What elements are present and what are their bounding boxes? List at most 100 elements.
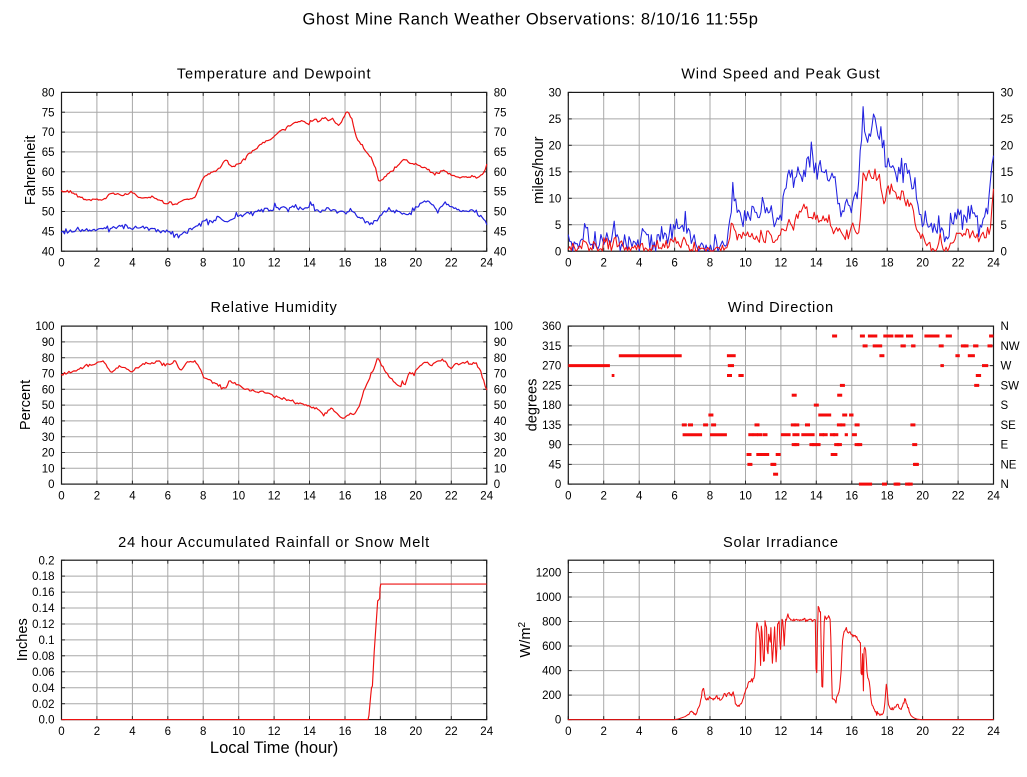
svg-text:22: 22 (445, 491, 458, 503)
svg-text:W: W (1001, 361, 1012, 373)
svg-text:100: 100 (494, 321, 513, 333)
svg-text:10: 10 (739, 491, 752, 503)
svg-text:60: 60 (42, 384, 55, 396)
svg-text:20: 20 (409, 491, 422, 503)
svg-text:2: 2 (94, 491, 100, 503)
svg-text:2: 2 (600, 726, 606, 738)
svg-text:12: 12 (775, 491, 788, 503)
svg-text:15: 15 (549, 167, 562, 179)
svg-text:0.12: 0.12 (32, 619, 54, 631)
svg-text:45: 45 (494, 226, 507, 238)
svg-text:miles/hour: miles/hour (531, 136, 547, 203)
svg-text:400: 400 (542, 666, 561, 678)
svg-text:8: 8 (707, 726, 713, 738)
svg-text:10: 10 (549, 193, 562, 205)
svg-text:225: 225 (542, 381, 561, 393)
svg-text:0: 0 (565, 726, 571, 738)
svg-text:Ghost Mine Ranch Weather Obser: Ghost Mine Ranch Weather Observations: 8… (303, 11, 759, 29)
svg-text:Percent: Percent (18, 380, 34, 430)
svg-text:90: 90 (42, 337, 55, 349)
svg-text:8: 8 (200, 258, 206, 270)
svg-text:14: 14 (303, 258, 316, 270)
svg-text:4: 4 (129, 726, 136, 738)
svg-text:40: 40 (42, 246, 55, 258)
svg-text:75: 75 (494, 107, 507, 119)
svg-text:20: 20 (409, 726, 422, 738)
svg-text:22: 22 (952, 491, 965, 503)
svg-text:25: 25 (549, 114, 562, 126)
svg-text:6: 6 (165, 258, 171, 270)
svg-text:70: 70 (494, 369, 507, 381)
svg-text:2: 2 (600, 491, 606, 503)
svg-text:90: 90 (494, 337, 507, 349)
svg-text:65: 65 (42, 147, 55, 159)
svg-text:10: 10 (1001, 193, 1014, 205)
svg-text:50: 50 (494, 400, 507, 412)
svg-text:50: 50 (494, 207, 507, 219)
svg-text:75: 75 (42, 107, 55, 119)
svg-text:Wind Direction: Wind Direction (728, 300, 834, 316)
svg-text:40: 40 (42, 416, 55, 428)
svg-text:6: 6 (671, 491, 677, 503)
svg-text:18: 18 (374, 726, 387, 738)
svg-text:12: 12 (268, 258, 281, 270)
svg-text:20: 20 (916, 491, 929, 503)
svg-text:24: 24 (987, 491, 1000, 503)
svg-text:16: 16 (845, 726, 858, 738)
svg-text:0: 0 (494, 479, 500, 491)
svg-text:45: 45 (549, 460, 562, 472)
svg-text:90: 90 (549, 440, 562, 452)
svg-text:8: 8 (200, 726, 206, 738)
svg-text:20: 20 (42, 448, 55, 460)
svg-text:0.08: 0.08 (32, 651, 54, 663)
svg-text:10: 10 (232, 491, 245, 503)
svg-text:0: 0 (555, 246, 561, 258)
svg-text:N: N (1001, 321, 1009, 333)
svg-text:1000: 1000 (536, 592, 562, 604)
svg-text:100: 100 (35, 321, 54, 333)
svg-text:5: 5 (555, 220, 561, 232)
svg-text:24: 24 (480, 491, 493, 503)
svg-text:10: 10 (739, 726, 752, 738)
svg-text:25: 25 (1001, 114, 1014, 126)
svg-text:200: 200 (542, 690, 561, 702)
svg-text:2: 2 (600, 258, 606, 270)
svg-text:80: 80 (42, 88, 55, 100)
svg-text:18: 18 (881, 726, 894, 738)
svg-text:80: 80 (42, 353, 55, 365)
svg-text:Solar Irradiance: Solar Irradiance (723, 535, 839, 551)
svg-text:10: 10 (232, 726, 245, 738)
svg-text:8: 8 (200, 491, 206, 503)
svg-text:1200: 1200 (536, 568, 562, 580)
svg-text:135: 135 (542, 420, 561, 432)
svg-text:10: 10 (42, 463, 55, 475)
svg-text:800: 800 (542, 617, 561, 629)
svg-text:16: 16 (339, 491, 352, 503)
svg-text:18: 18 (881, 491, 894, 503)
svg-text:18: 18 (374, 258, 387, 270)
svg-text:0: 0 (58, 726, 64, 738)
svg-text:24: 24 (987, 726, 1000, 738)
svg-text:65: 65 (494, 147, 507, 159)
svg-text:0: 0 (565, 491, 571, 503)
svg-text:20: 20 (494, 448, 507, 460)
svg-text:50: 50 (42, 400, 55, 412)
svg-text:16: 16 (339, 726, 352, 738)
svg-text:70: 70 (42, 127, 55, 139)
svg-text:0: 0 (58, 258, 64, 270)
svg-text:W/m2: W/m2 (517, 621, 534, 657)
svg-text:Temperature and Dewpoint: Temperature and Dewpoint (177, 67, 371, 83)
svg-text:22: 22 (445, 726, 458, 738)
svg-text:2: 2 (94, 726, 100, 738)
svg-text:22: 22 (445, 258, 458, 270)
svg-text:60: 60 (42, 167, 55, 179)
svg-text:80: 80 (494, 353, 507, 365)
svg-text:60: 60 (494, 384, 507, 396)
svg-text:30: 30 (1001, 88, 1014, 100)
svg-text:Local Time (hour): Local Time (hour) (210, 739, 338, 757)
svg-text:40: 40 (494, 416, 507, 428)
svg-text:8: 8 (707, 258, 713, 270)
svg-text:12: 12 (268, 491, 281, 503)
svg-text:4: 4 (636, 491, 643, 503)
svg-text:8: 8 (707, 491, 713, 503)
